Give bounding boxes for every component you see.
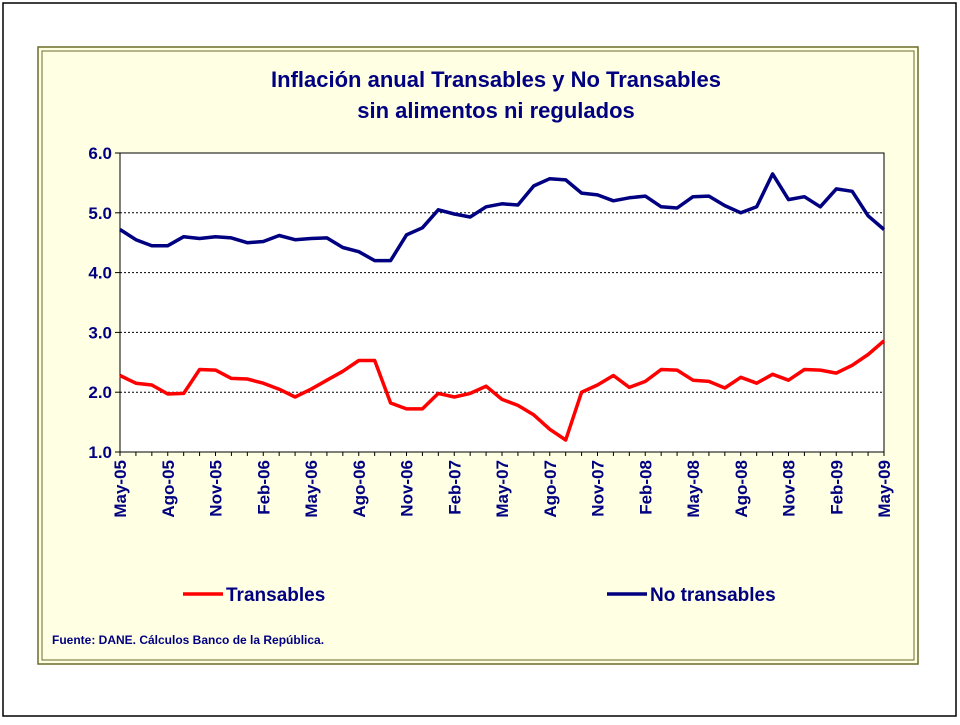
x-tick-label: May-05 (111, 460, 130, 518)
series-line (119, 339, 886, 442)
legend-label: No transables (650, 585, 776, 606)
x-tick-label: Feb-06 (254, 460, 273, 515)
chart-frame-inner (41, 50, 915, 661)
y-tick-label: 5.0 (88, 204, 112, 223)
x-tick-label: Ago-05 (159, 460, 178, 518)
y-tick-label: 4.0 (88, 264, 112, 283)
x-tick-label: May-06 (302, 460, 321, 518)
y-tick-label: 1.0 (88, 443, 112, 462)
chart-title: sin alimentos ni regulados (357, 98, 635, 123)
x-tick-label: Nov-05 (207, 460, 226, 517)
x-tick-label: May-09 (875, 460, 894, 518)
x-tick-label: May-07 (493, 460, 512, 518)
x-tick-label: Nov-06 (398, 460, 417, 517)
y-tick-label: 6.0 (88, 144, 112, 163)
x-tick-label: May-08 (684, 460, 703, 518)
series-line (119, 172, 886, 263)
x-tick-label: Feb-09 (827, 460, 846, 515)
x-tick-label: Nov-08 (780, 460, 799, 517)
x-tick-label: Ago-07 (541, 460, 560, 518)
y-tick-label: 3.0 (88, 323, 112, 342)
y-tick-label: 2.0 (88, 383, 112, 402)
x-tick-label: Ago-08 (732, 460, 751, 518)
x-tick-label: Feb-07 (445, 460, 464, 515)
x-tick-label: Nov-07 (589, 460, 608, 517)
x-tick-label: Feb-08 (636, 460, 655, 515)
source-note: Fuente: DANE. Cálculos Banco de la Repúb… (52, 633, 324, 647)
plot-area (119, 152, 885, 453)
legend-label: Transables (226, 585, 325, 606)
chart-title: Inflación anual Transables y No Transabl… (271, 67, 721, 92)
x-tick-label: Ago-06 (350, 460, 369, 518)
